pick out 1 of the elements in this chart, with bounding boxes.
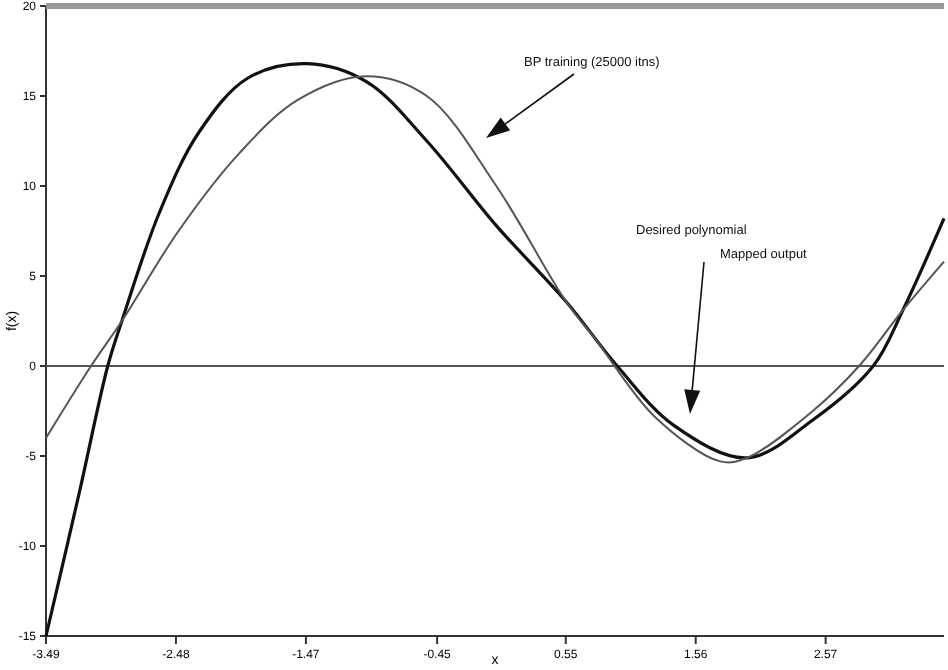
line-series bbox=[45, 75, 945, 464]
